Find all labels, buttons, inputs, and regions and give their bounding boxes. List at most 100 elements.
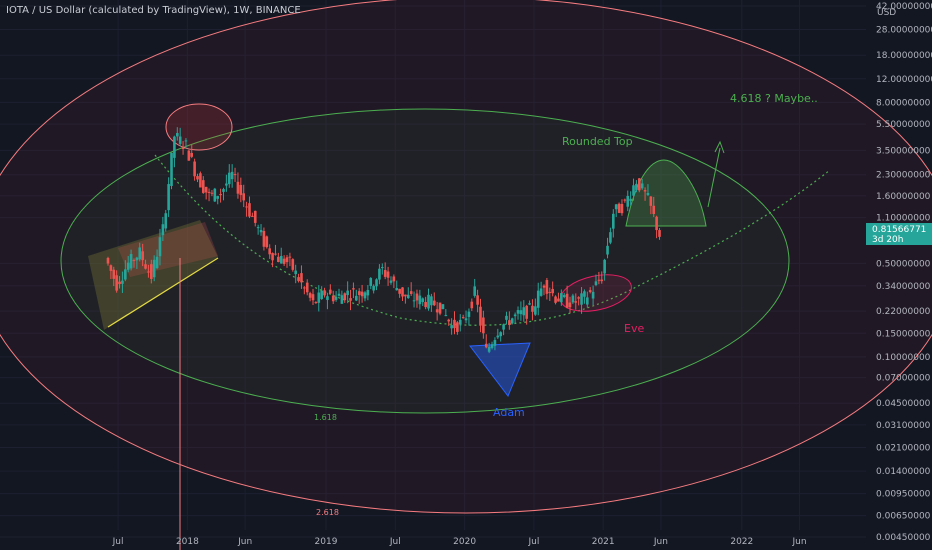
- candle-body: [467, 311, 471, 317]
- price-tick-label: 1.60000000: [876, 192, 931, 202]
- candle-body: [418, 295, 422, 305]
- candle-body: [274, 253, 277, 255]
- candle-body: [138, 247, 142, 260]
- candle-body: [300, 273, 303, 283]
- candle-body: [225, 183, 228, 186]
- candle-body: [536, 290, 540, 308]
- time-tick-label: Jul: [527, 537, 539, 547]
- current-price-badge: [866, 223, 932, 245]
- candle-body: [565, 293, 569, 308]
- candle-body: [147, 271, 150, 273]
- candle-body: [178, 136, 182, 144]
- fib-inner-label: 1.618: [314, 413, 337, 422]
- candle-body: [129, 254, 133, 269]
- candle-body: [294, 270, 297, 275]
- candle-body: [444, 315, 448, 317]
- candle-body: [106, 257, 110, 264]
- price-tick-label: 0.00450000: [876, 533, 931, 543]
- candle-body: [317, 292, 321, 303]
- candles-group: [106, 127, 661, 354]
- candle-body: [199, 173, 202, 188]
- candle-body: [331, 295, 335, 302]
- candle-body: [291, 259, 295, 270]
- candle-body: [305, 282, 309, 293]
- inner-fib-ellipse: [60, 108, 790, 414]
- price-axis: 42.00000000 28.00000000 18.00000000 12.0000…: [876, 2, 932, 543]
- candle-body: [577, 297, 580, 299]
- candle-body: [539, 288, 543, 296]
- candle-body: [259, 229, 263, 233]
- candle-body: [360, 291, 364, 297]
- adam-label: Adam: [493, 406, 525, 419]
- candle-body: [620, 203, 624, 214]
- price-tick-label: 0.00950000: [876, 490, 931, 500]
- time-tick-label: Jul: [389, 537, 401, 547]
- candle-body: [277, 256, 280, 263]
- candle-body: [392, 276, 396, 282]
- price-tick-label: 0.07000000: [876, 374, 931, 384]
- candle-body: [505, 315, 508, 320]
- candle-body: [337, 293, 341, 296]
- candle-body: [369, 277, 373, 286]
- candle-body: [173, 136, 176, 158]
- candle-body: [568, 302, 572, 308]
- candle-body: [193, 161, 196, 177]
- candle-body: [600, 279, 604, 282]
- candle-body: [591, 291, 595, 299]
- triangle-lower-line: [107, 257, 219, 328]
- candle-body: [170, 152, 173, 186]
- candle-body: [658, 230, 661, 237]
- candle-body: [251, 215, 254, 217]
- candle-body: [329, 289, 332, 294]
- candle-body: [464, 318, 468, 321]
- candle-body: [196, 176, 199, 180]
- time-tick-label: 2018: [176, 537, 199, 547]
- candle-body: [118, 281, 121, 285]
- candle-body: [626, 195, 630, 207]
- candle-body: [245, 206, 248, 208]
- currency-label: USD: [877, 8, 896, 18]
- candle-body: [427, 294, 430, 309]
- candle-body: [406, 294, 410, 299]
- candle-body: [152, 259, 156, 278]
- candle-body: [484, 343, 488, 348]
- candle-body: [132, 260, 136, 262]
- candle-body: [571, 295, 575, 303]
- candle-body: [320, 290, 323, 300]
- candle-body: [343, 293, 347, 301]
- candle-body: [643, 190, 647, 192]
- price-tick-label: 28.00000000: [876, 26, 932, 36]
- current-price-value: 0.81566771: [872, 225, 926, 235]
- price-tick-label: 0.01400000: [876, 467, 931, 477]
- candle-body: [121, 280, 124, 284]
- candle-body: [236, 181, 240, 194]
- candle-body: [588, 290, 592, 293]
- countdown-value: 3d 20h: [872, 235, 903, 245]
- candle-body: [453, 319, 456, 329]
- candle-body: [574, 301, 578, 303]
- candle-body: [383, 270, 387, 277]
- candle-body: [297, 277, 300, 282]
- candle-body: [253, 210, 257, 223]
- candle-body: [219, 194, 222, 196]
- candle-body: [623, 199, 627, 201]
- candle-body: [256, 227, 260, 229]
- candle-body: [372, 285, 375, 291]
- price-tick-label: 18.00000000: [876, 51, 932, 61]
- candle-body: [175, 133, 179, 137]
- candle-body: [150, 264, 153, 279]
- candle-body: [314, 302, 318, 304]
- price-tick-label: 0.10000000: [876, 353, 931, 363]
- candle-body: [398, 288, 401, 294]
- candle-body: [285, 257, 289, 263]
- candle-body: [534, 306, 537, 315]
- candle-body: [381, 267, 384, 269]
- candle-body: [458, 319, 462, 325]
- candle-body: [155, 256, 159, 269]
- price-tick-label: 8.00000000: [876, 98, 931, 108]
- candle-body: [438, 302, 442, 314]
- candle-body: [583, 291, 586, 297]
- candle-body: [479, 306, 482, 326]
- adam-triangle: [469, 342, 531, 397]
